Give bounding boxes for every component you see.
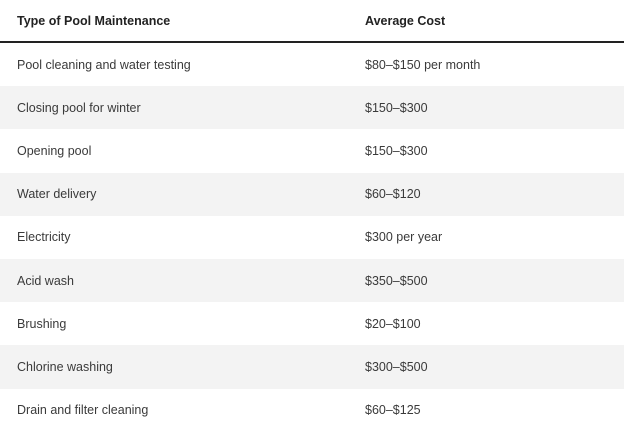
row-type: Drain and filter cleaning bbox=[17, 403, 149, 418]
header-type: Type of Pool Maintenance bbox=[17, 13, 171, 28]
row-cost: $60–$120 bbox=[365, 187, 421, 202]
table-row: Brushing $20–$100 bbox=[0, 302, 624, 345]
row-cost: $150–$300 bbox=[365, 143, 428, 158]
table-header: Type of Pool Maintenance Average Cost bbox=[0, 0, 624, 43]
row-cost: $80–$150 per month bbox=[365, 57, 481, 72]
row-type: Acid wash bbox=[17, 273, 74, 288]
table-row: Drain and filter cleaning $60–$125 bbox=[0, 389, 624, 432]
header-cost: Average Cost bbox=[365, 13, 446, 28]
table-row: Closing pool for winter $150–$300 bbox=[0, 86, 624, 130]
row-cost: $60–$125 bbox=[365, 403, 421, 418]
row-cost: $350–$500 bbox=[365, 273, 428, 288]
row-type: Brushing bbox=[17, 316, 67, 331]
row-type: Opening pool bbox=[17, 143, 92, 158]
table-row: Pool cleaning and water testing $80–$150… bbox=[0, 43, 624, 86]
row-cost: $150–$300 bbox=[365, 100, 428, 115]
table-row: Chlorine washing $300–$500 bbox=[0, 345, 624, 389]
row-type: Chlorine washing bbox=[17, 359, 113, 374]
row-cost: $300 per year bbox=[365, 230, 443, 245]
table-row: Acid wash $350–$500 bbox=[0, 258, 624, 303]
row-cost: $300–$500 bbox=[365, 359, 428, 374]
row-type: Pool cleaning and water testing bbox=[17, 57, 191, 72]
row-type: Electricity bbox=[17, 230, 71, 245]
table-row: Water delivery $60–$120 bbox=[0, 172, 624, 216]
table-row: Opening pool $150–$300 bbox=[0, 129, 624, 172]
table-row: Electricity $300 per year bbox=[0, 216, 624, 259]
row-type: Water delivery bbox=[17, 187, 97, 202]
row-cost: $20–$100 bbox=[365, 316, 421, 331]
row-type: Closing pool for winter bbox=[17, 100, 141, 115]
